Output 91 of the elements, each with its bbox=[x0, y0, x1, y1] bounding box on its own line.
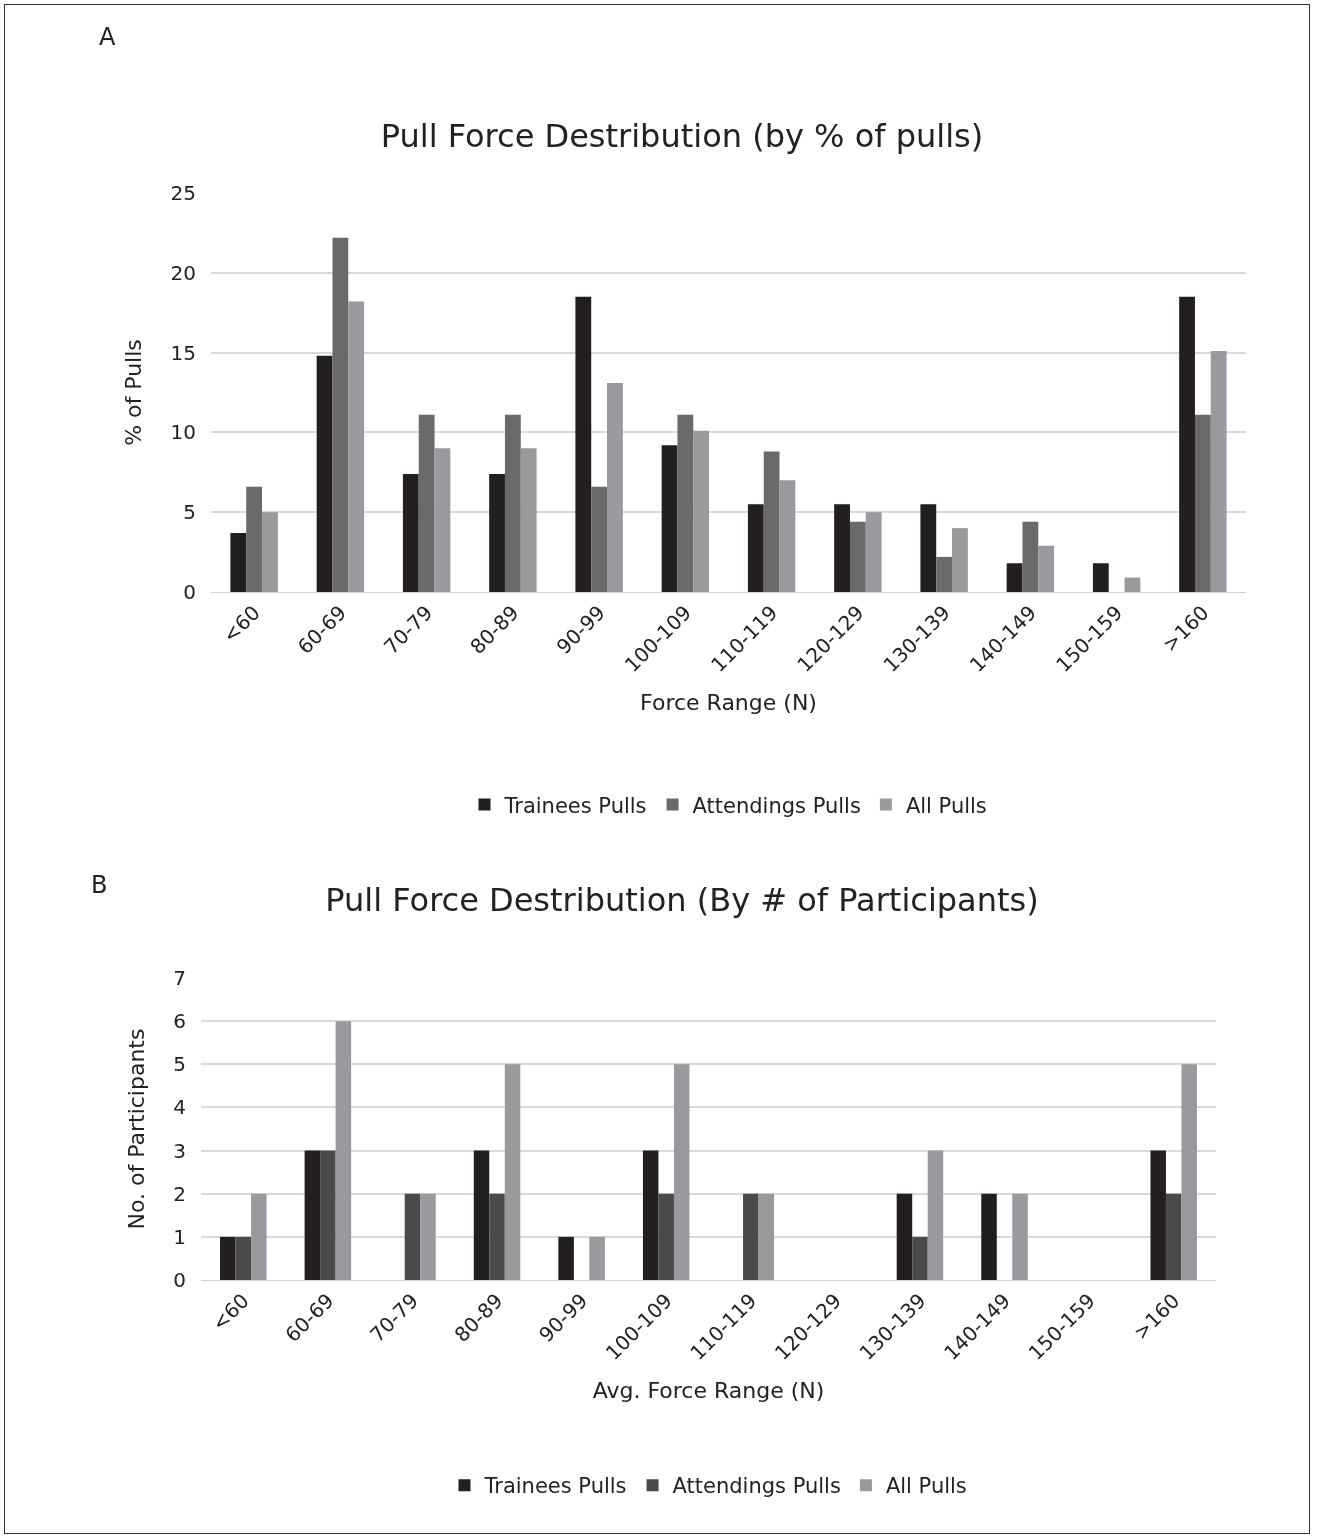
bar bbox=[642, 1150, 659, 1280]
y-tick-label: 15 bbox=[170, 340, 196, 365]
bar bbox=[693, 430, 710, 592]
legend-label: Trainees Pulls bbox=[503, 793, 647, 818]
bar bbox=[658, 1193, 674, 1280]
legend-label: Trainees Pulls bbox=[483, 1474, 627, 1499]
bar bbox=[418, 414, 435, 592]
bar bbox=[1006, 563, 1023, 592]
y-tick-label: 5 bbox=[183, 500, 196, 525]
text: B bbox=[91, 871, 108, 899]
bar bbox=[504, 1064, 521, 1280]
bar bbox=[1022, 521, 1039, 592]
bar bbox=[575, 296, 592, 592]
bar bbox=[865, 512, 882, 592]
bar bbox=[420, 1193, 436, 1280]
bar bbox=[763, 451, 780, 592]
legend-label: All Pulls bbox=[885, 1474, 967, 1499]
y-tick-label: 10 bbox=[170, 420, 196, 445]
bar bbox=[673, 1064, 690, 1280]
bar bbox=[896, 1193, 913, 1280]
y-tick-label: 7 bbox=[173, 966, 186, 990]
y-tick-label: 3 bbox=[173, 1138, 186, 1163]
bar bbox=[747, 504, 764, 592]
bar bbox=[779, 480, 796, 592]
chart-title: Pull Force Destribution (by % of pulls) bbox=[380, 116, 984, 155]
bar bbox=[1038, 545, 1055, 592]
bar bbox=[335, 1021, 352, 1280]
bar bbox=[220, 1236, 236, 1280]
bar bbox=[591, 486, 608, 592]
x-axis-title: Avg. Force Range (N) bbox=[592, 1377, 825, 1403]
legend-label: Attendings Pulls bbox=[672, 1474, 841, 1499]
bar bbox=[246, 486, 263, 592]
bar bbox=[320, 1150, 336, 1280]
text: A bbox=[99, 23, 116, 51]
bar bbox=[834, 504, 850, 592]
y-axis-title: % of Pulls bbox=[121, 339, 147, 446]
chart-title: Pull Force Destribution (By # of Participants) bbox=[325, 880, 1039, 919]
bar bbox=[504, 414, 521, 592]
bar bbox=[473, 1150, 490, 1280]
y-tick-label: 0 bbox=[183, 580, 196, 604]
bar bbox=[332, 237, 349, 592]
y-tick-label: 2 bbox=[173, 1181, 186, 1206]
bar bbox=[677, 414, 694, 592]
bar bbox=[235, 1236, 252, 1280]
y-tick-label: 20 bbox=[170, 260, 196, 285]
bar bbox=[348, 301, 365, 592]
bar bbox=[912, 1236, 928, 1280]
bar bbox=[262, 512, 278, 592]
bar bbox=[1181, 1064, 1197, 1280]
bar bbox=[1165, 1193, 1182, 1280]
y-tick-label: 1 bbox=[173, 1224, 186, 1249]
x-axis-title: Force Range (N) bbox=[640, 689, 817, 715]
x-tick-label: <60 bbox=[217, 600, 265, 648]
y-axis-title: No. of Participants bbox=[124, 1028, 150, 1230]
bar bbox=[1179, 296, 1195, 592]
bar bbox=[520, 448, 537, 592]
bar bbox=[434, 448, 451, 592]
x-tick-label: <60 bbox=[207, 1288, 254, 1336]
bar bbox=[743, 1193, 759, 1280]
bar bbox=[1210, 351, 1227, 592]
y-tick-label: 5 bbox=[173, 1052, 186, 1077]
bar bbox=[589, 1236, 605, 1280]
bar bbox=[952, 528, 968, 592]
y-tick-label: 25 bbox=[170, 181, 196, 205]
bar bbox=[489, 473, 505, 592]
bar bbox=[558, 1236, 574, 1280]
bar bbox=[251, 1193, 267, 1280]
bar bbox=[936, 556, 953, 592]
bar bbox=[920, 504, 937, 592]
bar bbox=[849, 521, 866, 592]
bar bbox=[1150, 1150, 1166, 1280]
y-tick-label: 0 bbox=[173, 1268, 186, 1292]
bar bbox=[1092, 563, 1109, 592]
bar bbox=[402, 473, 419, 592]
bar bbox=[927, 1150, 944, 1280]
bar bbox=[661, 445, 678, 592]
bar bbox=[758, 1193, 775, 1280]
bar bbox=[607, 382, 623, 592]
bar bbox=[316, 355, 333, 592]
y-tick-label: 6 bbox=[173, 1009, 186, 1034]
bar bbox=[1012, 1193, 1028, 1280]
legend-label: All Pulls bbox=[905, 793, 987, 818]
bar bbox=[304, 1150, 321, 1280]
bar bbox=[981, 1193, 997, 1280]
legend-label: Attendings Pulls bbox=[692, 793, 861, 818]
y-tick-label: 4 bbox=[173, 1095, 186, 1120]
bar bbox=[404, 1193, 421, 1280]
bar bbox=[230, 532, 247, 592]
bar bbox=[1124, 577, 1141, 592]
bar bbox=[1194, 414, 1211, 592]
bar bbox=[489, 1193, 505, 1280]
